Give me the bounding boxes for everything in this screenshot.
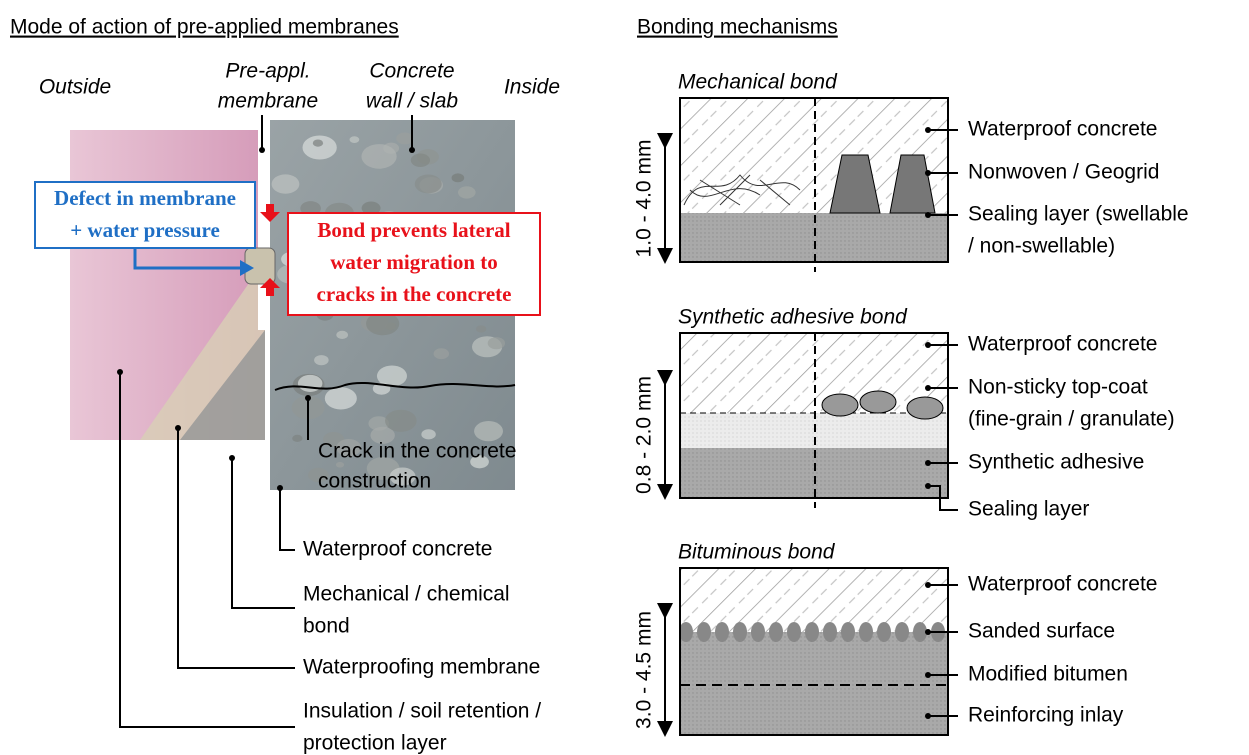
layer-label: (fine-grain / granulate) [968,408,1175,431]
layer-label: bond [303,615,350,638]
granule [907,397,943,419]
bond-callout: cracks in the concrete [317,282,512,306]
zone-label: wall / slab [366,90,459,113]
granule [822,394,858,416]
zone-label: Concrete [369,60,454,83]
layer-label: Insulation / soil retention / [303,700,541,723]
sand [769,622,783,642]
leader-dot [925,212,931,218]
layer-label: Reinforcing inlay [968,704,1124,727]
bonding-panels: Mechanical bond 1.0 - 4.0 mm Waterproof co… [633,71,1189,735]
zone-label: membrane [218,90,318,113]
sand [679,622,693,642]
layer-label: Sealing layer (swellable [968,203,1189,226]
crack-label: construction [318,470,431,493]
leader-dot [925,385,931,391]
leader-dot [925,483,931,489]
sand [733,622,747,642]
leader-dot [925,672,931,678]
sand [877,622,891,642]
diagram: Mechanical bond 1.0 - 4.0 mm Waterproof co… [0,0,1249,755]
layer-label: Waterproofing membrane [303,656,540,679]
leader-dot [925,713,931,719]
sand [859,622,873,642]
leader-dot [925,342,931,348]
leader-dot [925,127,931,133]
layer-label: protection layer [303,732,447,755]
layer [680,632,948,735]
section-title: Bonding mechanisms [637,16,838,39]
layer-label: Waterproof concrete [303,538,492,561]
layer-label: Sanded surface [968,620,1115,643]
thickness-label: 0.8 - 2.0 mm [633,376,656,494]
layer-label: Synthetic adhesive [968,451,1144,474]
defect-callout: + water pressure [70,218,220,242]
section-title: Mode of action of pre-applied membranes [10,16,399,39]
sand [715,622,729,642]
zone-label: Outside [39,76,111,99]
sand [913,622,927,642]
zone-label: Pre-appl. [225,60,310,83]
leader-dot [925,170,931,176]
panel-title: Mechanical bond [678,71,838,94]
crack-label: Crack in the concrete [318,440,516,463]
panel-title: Bituminous bond [678,541,836,564]
sand [895,622,909,642]
layer-label: Non-sticky top-coat [968,376,1148,399]
sand [805,622,819,642]
layer-label: Mechanical / chemical [303,583,510,606]
layer-label: Nonwoven / Geogrid [968,161,1159,184]
sand [697,622,711,642]
layer-label: Modified bitumen [968,663,1128,686]
thickness-label: 1.0 - 4.0 mm [633,140,656,258]
leader-dot [925,460,931,466]
layer-label: Sealing layer [968,498,1089,521]
sand [841,622,855,642]
bond-callout: water migration to [330,250,498,274]
zone-label: Inside [504,76,560,99]
sand [787,622,801,642]
leader-dot [925,629,931,635]
granule [860,391,896,413]
defect-callout: Defect in membrane [54,186,236,210]
layer-label: Waterproof concrete [968,118,1157,141]
leader-dot [925,582,931,588]
thickness-label: 3.0 - 4.5 mm [633,611,656,729]
sand [823,622,837,642]
sand [751,622,765,642]
layer-label: Waterproof concrete [968,573,1157,596]
bond-callout: Bond prevents lateral [317,218,510,242]
panel-title: Synthetic adhesive bond [678,306,908,329]
layer-label: / non-swellable) [968,235,1115,258]
layer-label: Waterproof concrete [968,333,1157,356]
